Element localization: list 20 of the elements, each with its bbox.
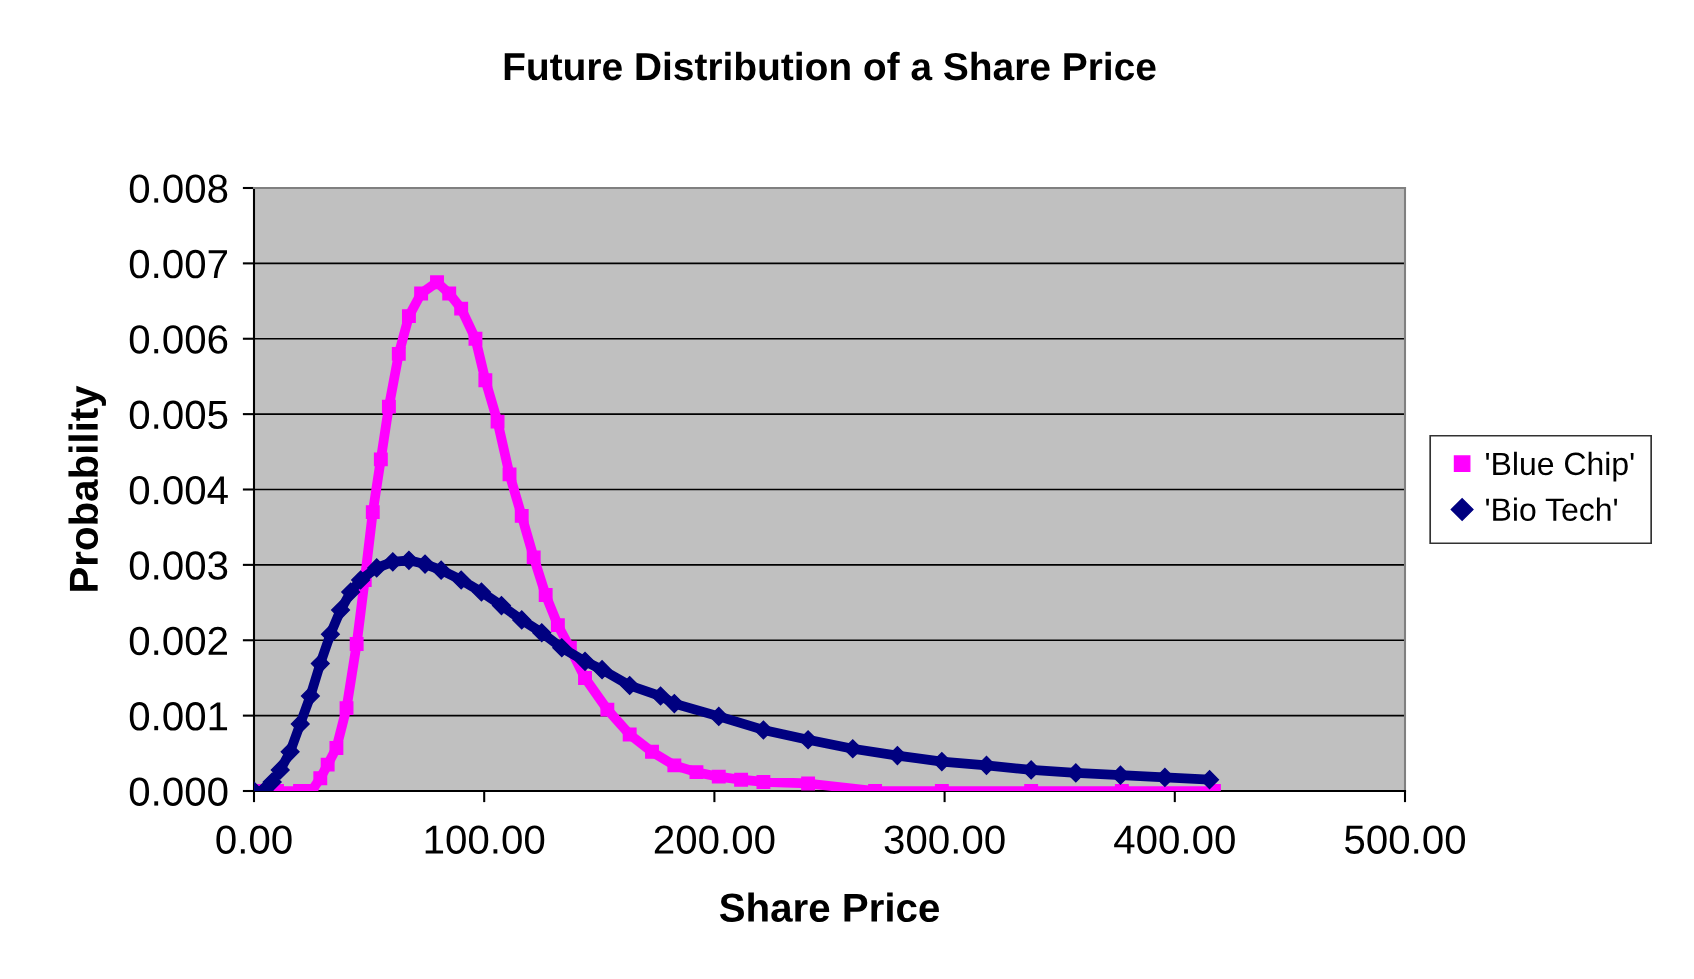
y-tick-label: 0.006 — [129, 325, 228, 354]
y-axis-title: Probability — [68, 385, 106, 591]
y-tick-label: 0.007 — [129, 249, 227, 279]
y-tick-label: 0.002 — [129, 626, 227, 656]
x-tick-label: 0.00 — [216, 825, 292, 854]
x-tick-label: 500.00 — [1345, 825, 1466, 854]
y-tick-label: 0.005 — [129, 400, 228, 430]
x-tick-label: 400.00 — [1114, 825, 1235, 854]
y-tick-label: 0.003 — [129, 551, 228, 580]
x-tick-label: 100.00 — [425, 825, 545, 854]
y-tick-label: 0.001 — [129, 702, 228, 731]
y-tick-label: 0.000 — [129, 777, 228, 806]
x-tick-label: 200.00 — [654, 825, 775, 854]
y-tick-label: 0.008 — [129, 174, 228, 203]
x-axis-title: Share Price — [719, 892, 939, 923]
chart-title: Future Distribution of a Share Price — [504, 51, 1156, 81]
legend-label: 'Bio Tech' — [1486, 497, 1618, 521]
legend-label: 'Blue Chip' — [1486, 451, 1634, 482]
x-tick-label: 300.00 — [884, 825, 1005, 854]
y-tick-label: 0.004 — [129, 475, 228, 505]
